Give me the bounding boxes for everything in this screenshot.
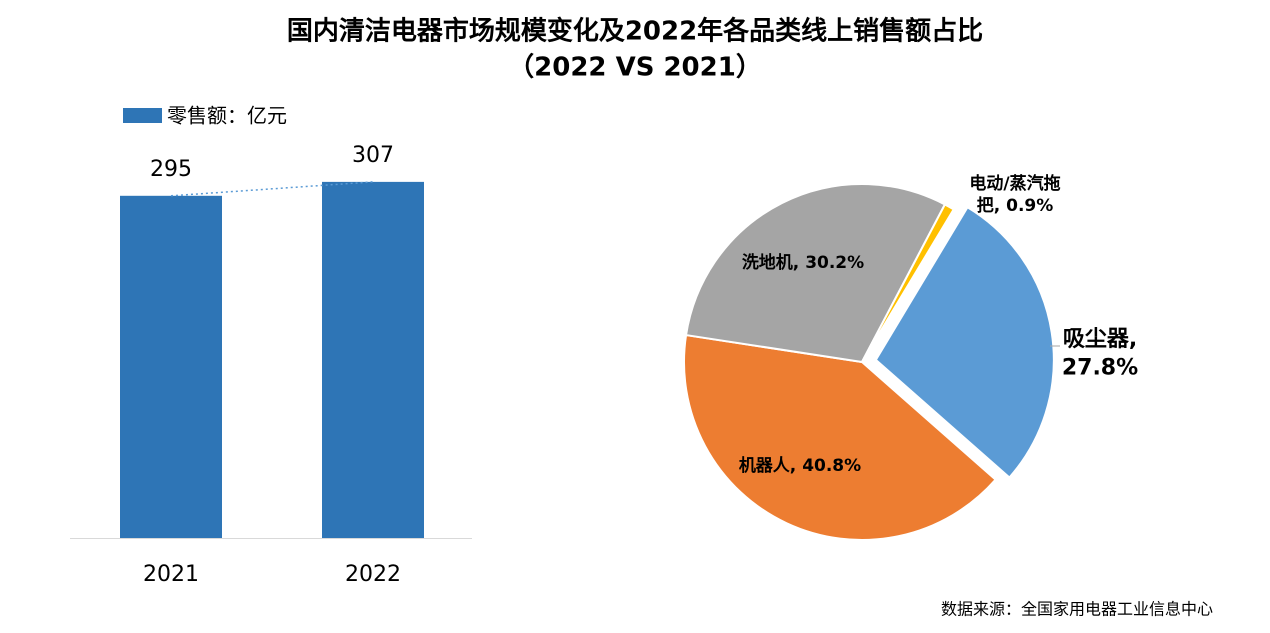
slice-label: 电动/蒸汽拖把, 0.9% <box>969 173 1060 216</box>
legend-swatch <box>123 108 162 123</box>
pie-slice <box>861 203 956 363</box>
value-label: 307 <box>352 143 394 168</box>
subtitle: （2022 VS 2021） <box>508 53 762 83</box>
pie-slice <box>683 333 997 541</box>
x-tick-label: 2021 <box>143 562 199 587</box>
source: 数据来源：全国家用电器工业信息中心 <box>941 600 1213 619</box>
x-tick-label: 2022 <box>345 562 401 587</box>
slice-label: 机器人, 40.8% <box>739 455 861 476</box>
pie-slice <box>874 205 1055 479</box>
pie-slice <box>684 183 947 364</box>
trend-line <box>170 181 374 197</box>
slice-label: 吸尘器, 27.8% <box>1062 327 1138 381</box>
slice-label: 洗地机, 30.2% <box>742 252 864 273</box>
legend-label: 零售额：亿元 <box>167 104 287 128</box>
value-label: 295 <box>150 157 192 182</box>
bar <box>322 181 424 538</box>
title: 国内清洁电器市场规模变化及2022年各品类线上销售额占比 <box>287 16 983 47</box>
bar <box>120 195 222 539</box>
